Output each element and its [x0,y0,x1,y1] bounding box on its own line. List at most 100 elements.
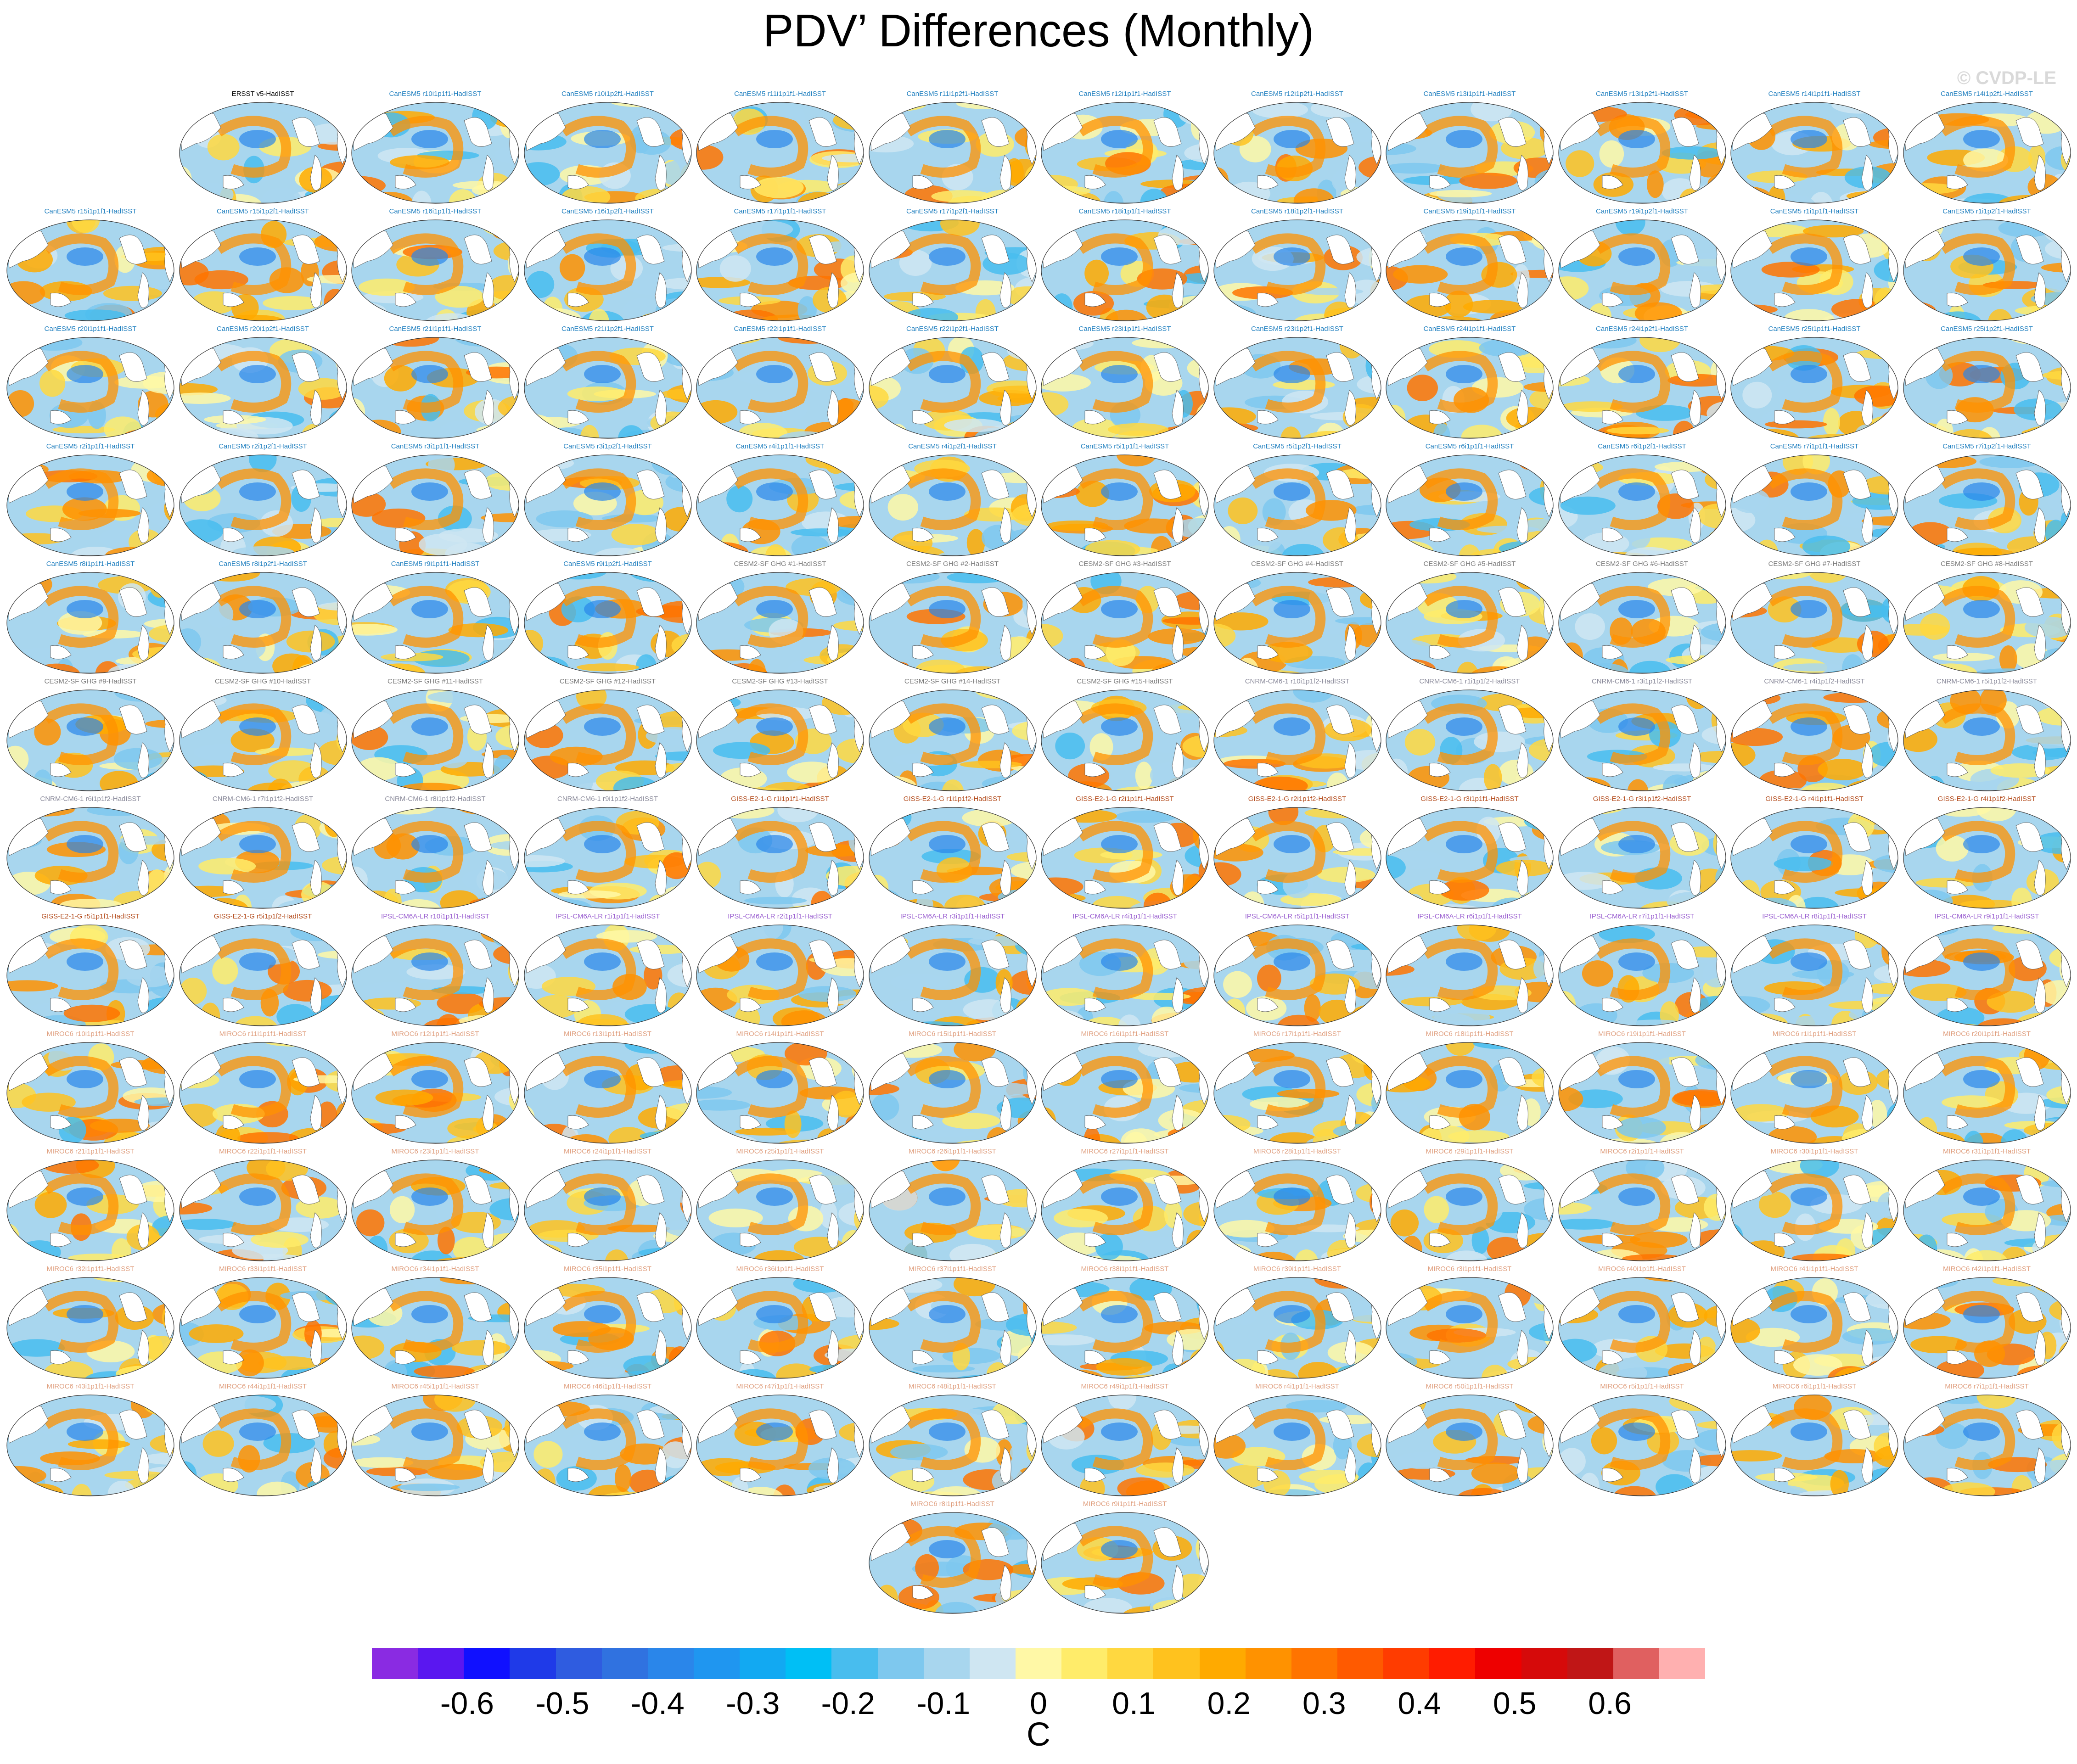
panel-label: MIROC6 r5i1p1f1-HadISST [1600,1383,1684,1390]
panel-label: MIROC6 r27i1p1f1-HadISST [1081,1148,1169,1155]
map-panel: CanESM5 r2i1p1f1-HadISST [5,442,176,558]
panel-label: MIROC6 r1i1p1f1-HadISST [1772,1030,1857,1038]
colorbar-swatch [877,1648,924,1679]
panel-label: MIROC6 r24i1p1f1-HadISST [564,1148,651,1155]
map-ellipse [351,219,519,321]
map-panel: CESM2-SF GHG #13-HadISST [694,678,866,793]
map-ellipse [1903,337,2071,439]
map-ellipse [1041,689,1209,791]
map-panel: CanESM5 r15i1p1f1-HadISST [5,207,176,323]
map-panel: MIROC6 r33i1p1f1-HadISST [177,1265,349,1381]
map-ellipse [696,1277,864,1379]
panel-label: CanESM5 r24i1p1f1-HadISST [1423,325,1516,333]
map-panel: GISS-E2-1-G r5i1p1f2-HadISST [177,913,349,1028]
map-ellipse [351,102,519,204]
map-panel: IPSL-CM6A-LR r10i1p1f1-HadISST [349,913,521,1028]
colorbar-swatch [1199,1648,1246,1679]
map-ellipse [523,219,692,321]
colorbar-swatch [1291,1648,1337,1679]
map-panel: CESM2-SF GHG #2-HadISST [867,560,1038,676]
panel-label: CanESM5 r12i1p2f1-HadISST [1251,90,1343,98]
map-panel: CNRM-CM6-1 r5i1p1f2-HadISST [1901,678,2073,793]
map-ellipse [868,1159,1037,1261]
panel-label: IPSL-CM6A-LR r4i1p1f1-HadISST [1072,913,1177,920]
panel-label: CanESM5 r6i1p1f1-HadISST [1425,442,1514,450]
map-panel: IPSL-CM6A-LR r8i1p1f1-HadISST [1729,913,1900,1028]
map-panel: GISS-E2-1-G r4i1p1f2-HadISST [1901,795,2073,911]
colorbar-tick-label: 0.1 [1112,1686,1156,1721]
map-ellipse [6,1394,174,1496]
map-ellipse [1213,219,1381,321]
map-ellipse [1730,1277,1898,1379]
panel-label: CanESM5 r18i1p2f1-HadISST [1251,207,1343,215]
panel-label: IPSL-CM6A-LR r5i1p1f1-HadISST [1245,913,1350,920]
panel-label: MIROC6 r46i1p1f1-HadISST [564,1383,651,1390]
map-ellipse [179,454,347,556]
figure-title: PDV’ Differences (Monthly) [763,5,1314,56]
map-ellipse [1558,1042,1726,1144]
map-ellipse [6,337,174,439]
panel-label: CanESM5 r13i1p1f1-HadISST [1423,90,1516,98]
map-ellipse [696,337,864,439]
map-ellipse [1213,689,1381,791]
colorbar-swatch [1613,1648,1659,1679]
map-ellipse [179,1277,347,1379]
map-panel: MIROC6 r11i1p1f1-HadISST [177,1030,349,1146]
map-ellipse [696,807,864,909]
panel-label: CESM2-SF GHG #9-HadISST [44,678,137,685]
map-panel: CanESM5 r18i1p2f1-HadISST [1212,207,1383,323]
map-ellipse [868,924,1037,1026]
panel-label: MIROC6 r41i1p1f1-HadISST [1770,1265,1858,1273]
panel-label: MIROC6 r26i1p1f1-HadISST [909,1148,996,1155]
map-panel: CESM2-SF GHG #7-HadISST [1729,560,1900,676]
map-ellipse [1558,1394,1726,1496]
map-ellipse [1730,337,1898,439]
map-ellipse [1558,689,1726,791]
colorbar-swatch [1015,1648,1062,1679]
colorbar-tick-labels: -0.6 -0.5 -0.4 -0.3 -0.2 -0.1 0 0.1 0.2 0.3 0.4 0.5… [0,1686,2077,1722]
map-panel: MIROC6 r30i1p1f1-HadISST [1729,1148,1900,1263]
map-panel: CanESM5 r23i1p2f1-HadISST [1212,325,1383,441]
panel-label: CanESM5 r25i1p1f1-HadISST [1768,325,1861,333]
panel-label: MIROC6 r25i1p1f1-HadISST [736,1148,824,1155]
colorbar-tick-label: -0.3 [726,1686,780,1721]
map-ellipse [351,1159,519,1261]
colorbar-swatch [1245,1648,1291,1679]
map-panel: MIROC6 r34i1p1f1-HadISST [349,1265,521,1381]
map-panel: CanESM5 r11i1p2f1-HadISST [867,90,1038,206]
map-panel: MIROC6 r41i1p1f1-HadISST [1729,1265,1900,1381]
map-panel: MIROC6 r22i1p1f1-HadISST [177,1148,349,1263]
map-panel: GISS-E2-1-G r3i1p1f2-HadISST [1556,795,1728,911]
panel-label: MIROC6 r33i1p1f1-HadISST [219,1265,307,1273]
map-ellipse [868,1277,1037,1379]
colorbar-swatch [786,1648,832,1679]
map-ellipse [1730,1042,1898,1144]
map-panel: CanESM5 r3i1p2f1-HadISST [522,442,694,558]
panel-label: CanESM5 r8i1p1f1-HadISST [46,560,135,568]
colorbar-tick-label: 0.4 [1398,1686,1441,1721]
map-panel: CESM2-SF GHG #4-HadISST [1212,560,1383,676]
map-panel: MIROC6 r43i1p1f1-HadISST [5,1383,176,1498]
map-ellipse [6,807,174,909]
map-ellipse [6,1159,174,1261]
panel-label: CanESM5 r21i1p1f1-HadISST [389,325,482,333]
map-ellipse [1213,807,1381,909]
map-ellipse [523,807,692,909]
map-panel: GISS-E2-1-G r5i1p1f1-HadISST [5,913,176,1028]
map-ellipse [523,454,692,556]
map-panel: GISS-E2-1-G r1i1p1f2-HadISST [867,795,1038,911]
panel-label: CanESM5 r2i1p1f1-HadISST [46,442,135,450]
map-ellipse [351,1042,519,1144]
map-ellipse [1041,454,1209,556]
panel-label: GISS-E2-1-G r2i1p1f2-HadISST [1248,795,1347,803]
panel-label: GISS-E2-1-G r3i1p1f1-HadISST [1420,795,1519,803]
panel-label: GISS-E2-1-G r4i1p1f2-HadISST [1937,795,2036,803]
colorbar-swatch [1337,1648,1384,1679]
panel-label: CanESM5 r22i1p1f1-HadISST [734,325,826,333]
panel-label: CanESM5 r4i1p1f1-HadISST [735,442,825,450]
colorbar-tick-label: 0.3 [1302,1686,1346,1721]
map-ellipse [1903,924,2071,1026]
map-panel: CanESM5 r21i1p2f1-HadISST [522,325,694,441]
map-ellipse [1386,102,1554,204]
map-panel: CanESM5 r20i1p1f1-HadISST [5,325,176,441]
